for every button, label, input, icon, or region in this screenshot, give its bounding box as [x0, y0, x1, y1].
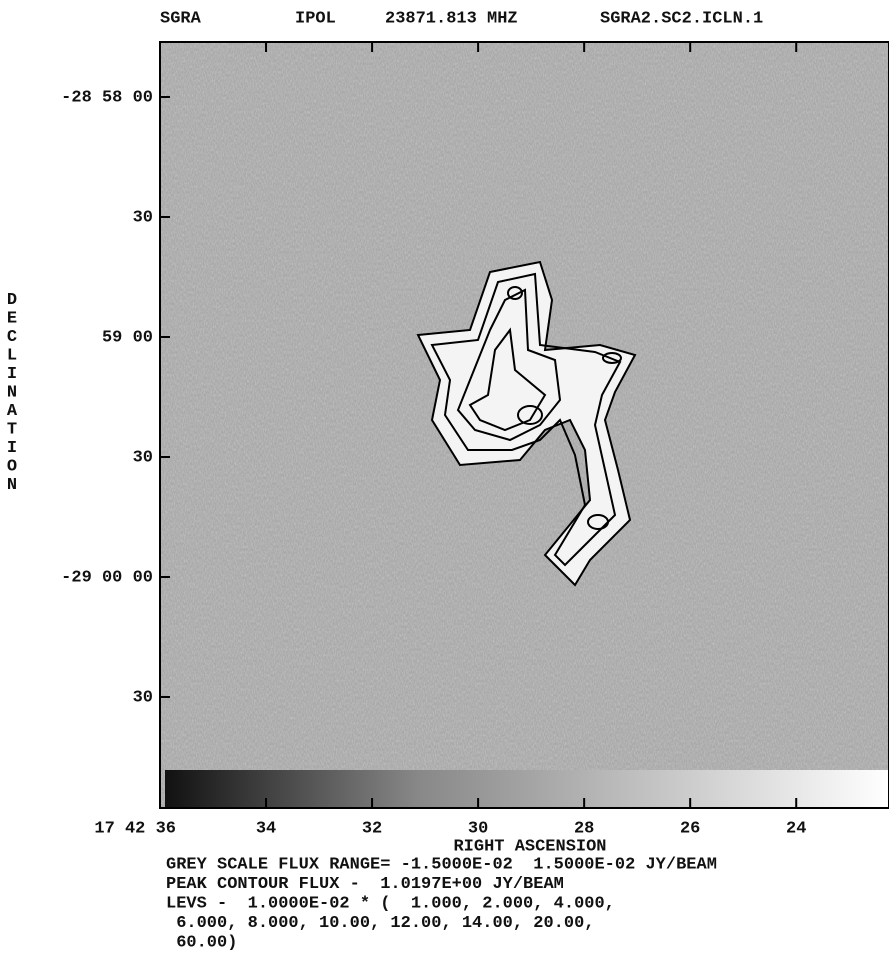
y-tick-label: 30 — [133, 448, 153, 467]
y-tick-label: 59 00 — [102, 328, 153, 347]
x-tick-label: 34 — [256, 819, 276, 838]
note-line: LEVS - 1.0000E-02 * ( 1.000, 2.000, 4.00… — [166, 894, 615, 913]
y-tick-label: 30 — [133, 688, 153, 707]
y-tick-label: 30 — [133, 208, 153, 227]
header-text: IPOL — [295, 9, 336, 28]
chart: SGRA IPOL 23871.813 MHZ SGRA2.SC2.ICLN.1 17 … — [0, 0, 889, 956]
x-tick-label: 30 — [468, 819, 488, 838]
header-text: SGRA — [160, 9, 202, 28]
note-line: GREY SCALE FLUX RANGE= -1.5000E-02 1.500… — [166, 855, 717, 874]
note-line: PEAK CONTOUR FLUX - 1.0197E+00 JY/BEAM — [166, 875, 564, 894]
x-tick-label: 32 — [362, 819, 382, 838]
note-line: 6.000, 8.000, 10.00, 12.00, 14.00, 20.00… — [166, 914, 594, 933]
x-tick-label: 26 — [680, 819, 700, 838]
x-axis-label: RIGHT ASCENSION — [453, 837, 606, 856]
header-text: 23871.813 MHZ — [385, 9, 518, 28]
x-tick-label: 24 — [786, 819, 806, 838]
x-tick-label: 28 — [574, 819, 594, 838]
y-tick-label: -28 58 00 — [61, 88, 153, 107]
grey-wedge — [165, 770, 889, 808]
y-tick-label: -29 00 00 — [61, 568, 153, 587]
header-text: SGRA2.SC2.ICLN.1 — [600, 9, 763, 28]
x-tick-label: 17 42 36 — [94, 819, 176, 838]
note-line: 60.00) — [166, 933, 237, 952]
